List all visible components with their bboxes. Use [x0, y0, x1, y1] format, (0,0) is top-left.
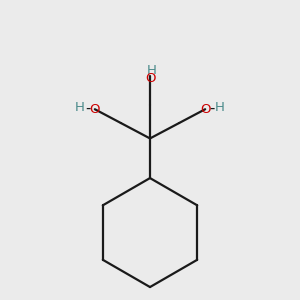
Text: H: H — [75, 101, 85, 114]
Text: -: - — [86, 101, 91, 116]
Text: O: O — [90, 103, 100, 116]
Text: O: O — [200, 103, 210, 116]
Text: H: H — [147, 64, 157, 77]
Text: O: O — [145, 72, 155, 85]
Text: H: H — [215, 101, 225, 114]
Text: -: - — [209, 101, 214, 116]
